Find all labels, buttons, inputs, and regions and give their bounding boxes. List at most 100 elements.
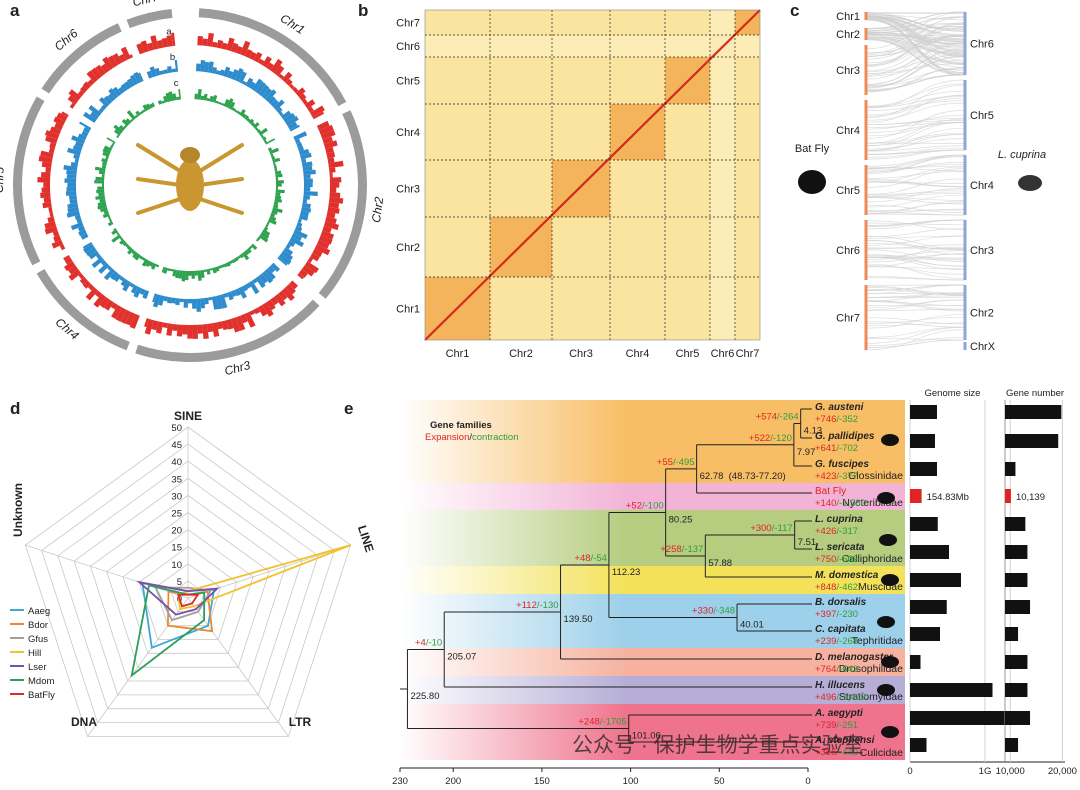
density-bar bbox=[171, 297, 177, 304]
density-bar bbox=[101, 183, 105, 187]
density-bar bbox=[312, 111, 325, 120]
species-name: Bat Fly bbox=[815, 486, 846, 497]
contraction: /-702 bbox=[836, 443, 858, 454]
density-bar bbox=[328, 167, 336, 173]
density-bar bbox=[52, 230, 60, 238]
density-bar bbox=[139, 111, 144, 115]
species-gene-change: +140/-1,580 bbox=[815, 498, 866, 509]
bat-fly-icon bbox=[798, 170, 826, 194]
synteny-link bbox=[865, 120, 966, 125]
density-bar bbox=[209, 95, 214, 102]
density-bar bbox=[93, 293, 106, 308]
density-bar bbox=[70, 161, 79, 168]
density-bar bbox=[161, 37, 169, 48]
bar-title: Genome size bbox=[925, 388, 981, 399]
density-bar bbox=[170, 268, 174, 272]
density-bar bbox=[130, 284, 139, 294]
density-bar bbox=[48, 147, 55, 154]
synteny-link bbox=[865, 242, 966, 250]
panel-label: a bbox=[10, 1, 20, 20]
density-bar bbox=[203, 93, 208, 101]
contraction: /-100 bbox=[642, 500, 664, 511]
density-bar bbox=[38, 155, 53, 164]
col-label: Chr7 bbox=[736, 348, 760, 360]
density-bar bbox=[66, 210, 80, 218]
node-gene-change: +248/-1705 bbox=[578, 717, 626, 728]
density-bar bbox=[167, 268, 171, 272]
bar bbox=[910, 655, 921, 669]
density-bar bbox=[97, 204, 107, 210]
density-bar bbox=[152, 293, 157, 303]
synteny-link bbox=[865, 44, 966, 75]
density-bar bbox=[258, 273, 268, 284]
density-bar bbox=[206, 268, 211, 275]
legend-text: Expansion/contraction bbox=[425, 432, 519, 443]
density-bar bbox=[244, 48, 253, 59]
family-band bbox=[400, 594, 905, 648]
family-band bbox=[400, 648, 905, 676]
density-bar bbox=[245, 77, 254, 88]
density-bar bbox=[37, 177, 51, 183]
density-bar bbox=[289, 236, 304, 248]
expansion: +48 bbox=[574, 553, 590, 564]
density-bar bbox=[231, 258, 237, 264]
density-bar bbox=[303, 182, 313, 188]
density-bar bbox=[262, 302, 274, 317]
synteny-link bbox=[865, 208, 966, 214]
density-bar bbox=[253, 51, 263, 63]
density-bar bbox=[273, 162, 276, 166]
density-bar bbox=[261, 271, 274, 284]
density-bar bbox=[297, 218, 302, 224]
synteny-link bbox=[865, 339, 966, 348]
track-label: c bbox=[174, 78, 179, 89]
density-bar bbox=[302, 165, 313, 172]
panel-label: c bbox=[790, 1, 799, 20]
synteny-link bbox=[865, 326, 966, 338]
density-bar bbox=[171, 32, 176, 47]
bar bbox=[910, 627, 940, 641]
synteny-link bbox=[865, 156, 966, 173]
left-chromosome-label: Chr1 bbox=[836, 11, 860, 23]
contraction: /-54 bbox=[591, 553, 607, 564]
right-chromosome-label: Chr3 bbox=[970, 245, 994, 257]
density-bar bbox=[122, 280, 132, 292]
density-bar bbox=[301, 265, 315, 277]
density-bar bbox=[215, 266, 220, 272]
node-gene-change: +4/-10 bbox=[415, 637, 442, 648]
density-bar bbox=[56, 112, 68, 122]
density-bar bbox=[100, 259, 107, 266]
density-bar bbox=[79, 85, 88, 94]
density-bar bbox=[45, 167, 52, 173]
density-bar bbox=[314, 244, 331, 256]
x-tick-label: 20,000 bbox=[1048, 766, 1077, 777]
synteny-link bbox=[865, 285, 966, 296]
density-bar bbox=[303, 174, 311, 180]
density-bar bbox=[211, 296, 219, 310]
density-bar bbox=[72, 145, 83, 152]
density-bar bbox=[139, 255, 144, 260]
density-bar bbox=[217, 265, 222, 269]
density-bar bbox=[107, 93, 116, 102]
density-bar bbox=[301, 98, 308, 105]
density-bar bbox=[146, 42, 154, 52]
density-bar bbox=[95, 176, 105, 181]
value-label: 154.83Mb bbox=[927, 492, 969, 503]
density-bar bbox=[328, 160, 344, 168]
density-bar bbox=[187, 324, 193, 339]
synteny-link bbox=[865, 337, 966, 347]
synteny-link bbox=[865, 38, 966, 71]
density-bar bbox=[146, 70, 153, 79]
density-bar bbox=[137, 72, 144, 82]
density-bar bbox=[69, 198, 78, 204]
synteny-link bbox=[865, 181, 966, 184]
panel-label: d bbox=[10, 399, 20, 418]
density-bar bbox=[141, 109, 146, 113]
density-bar bbox=[175, 269, 180, 279]
density-bar bbox=[44, 130, 60, 140]
node-age: 7.51 bbox=[798, 537, 817, 548]
density-bar bbox=[178, 270, 183, 279]
spoke bbox=[25, 544, 189, 599]
density-bar bbox=[273, 201, 279, 206]
right-species: L. cuprina bbox=[998, 149, 1046, 161]
